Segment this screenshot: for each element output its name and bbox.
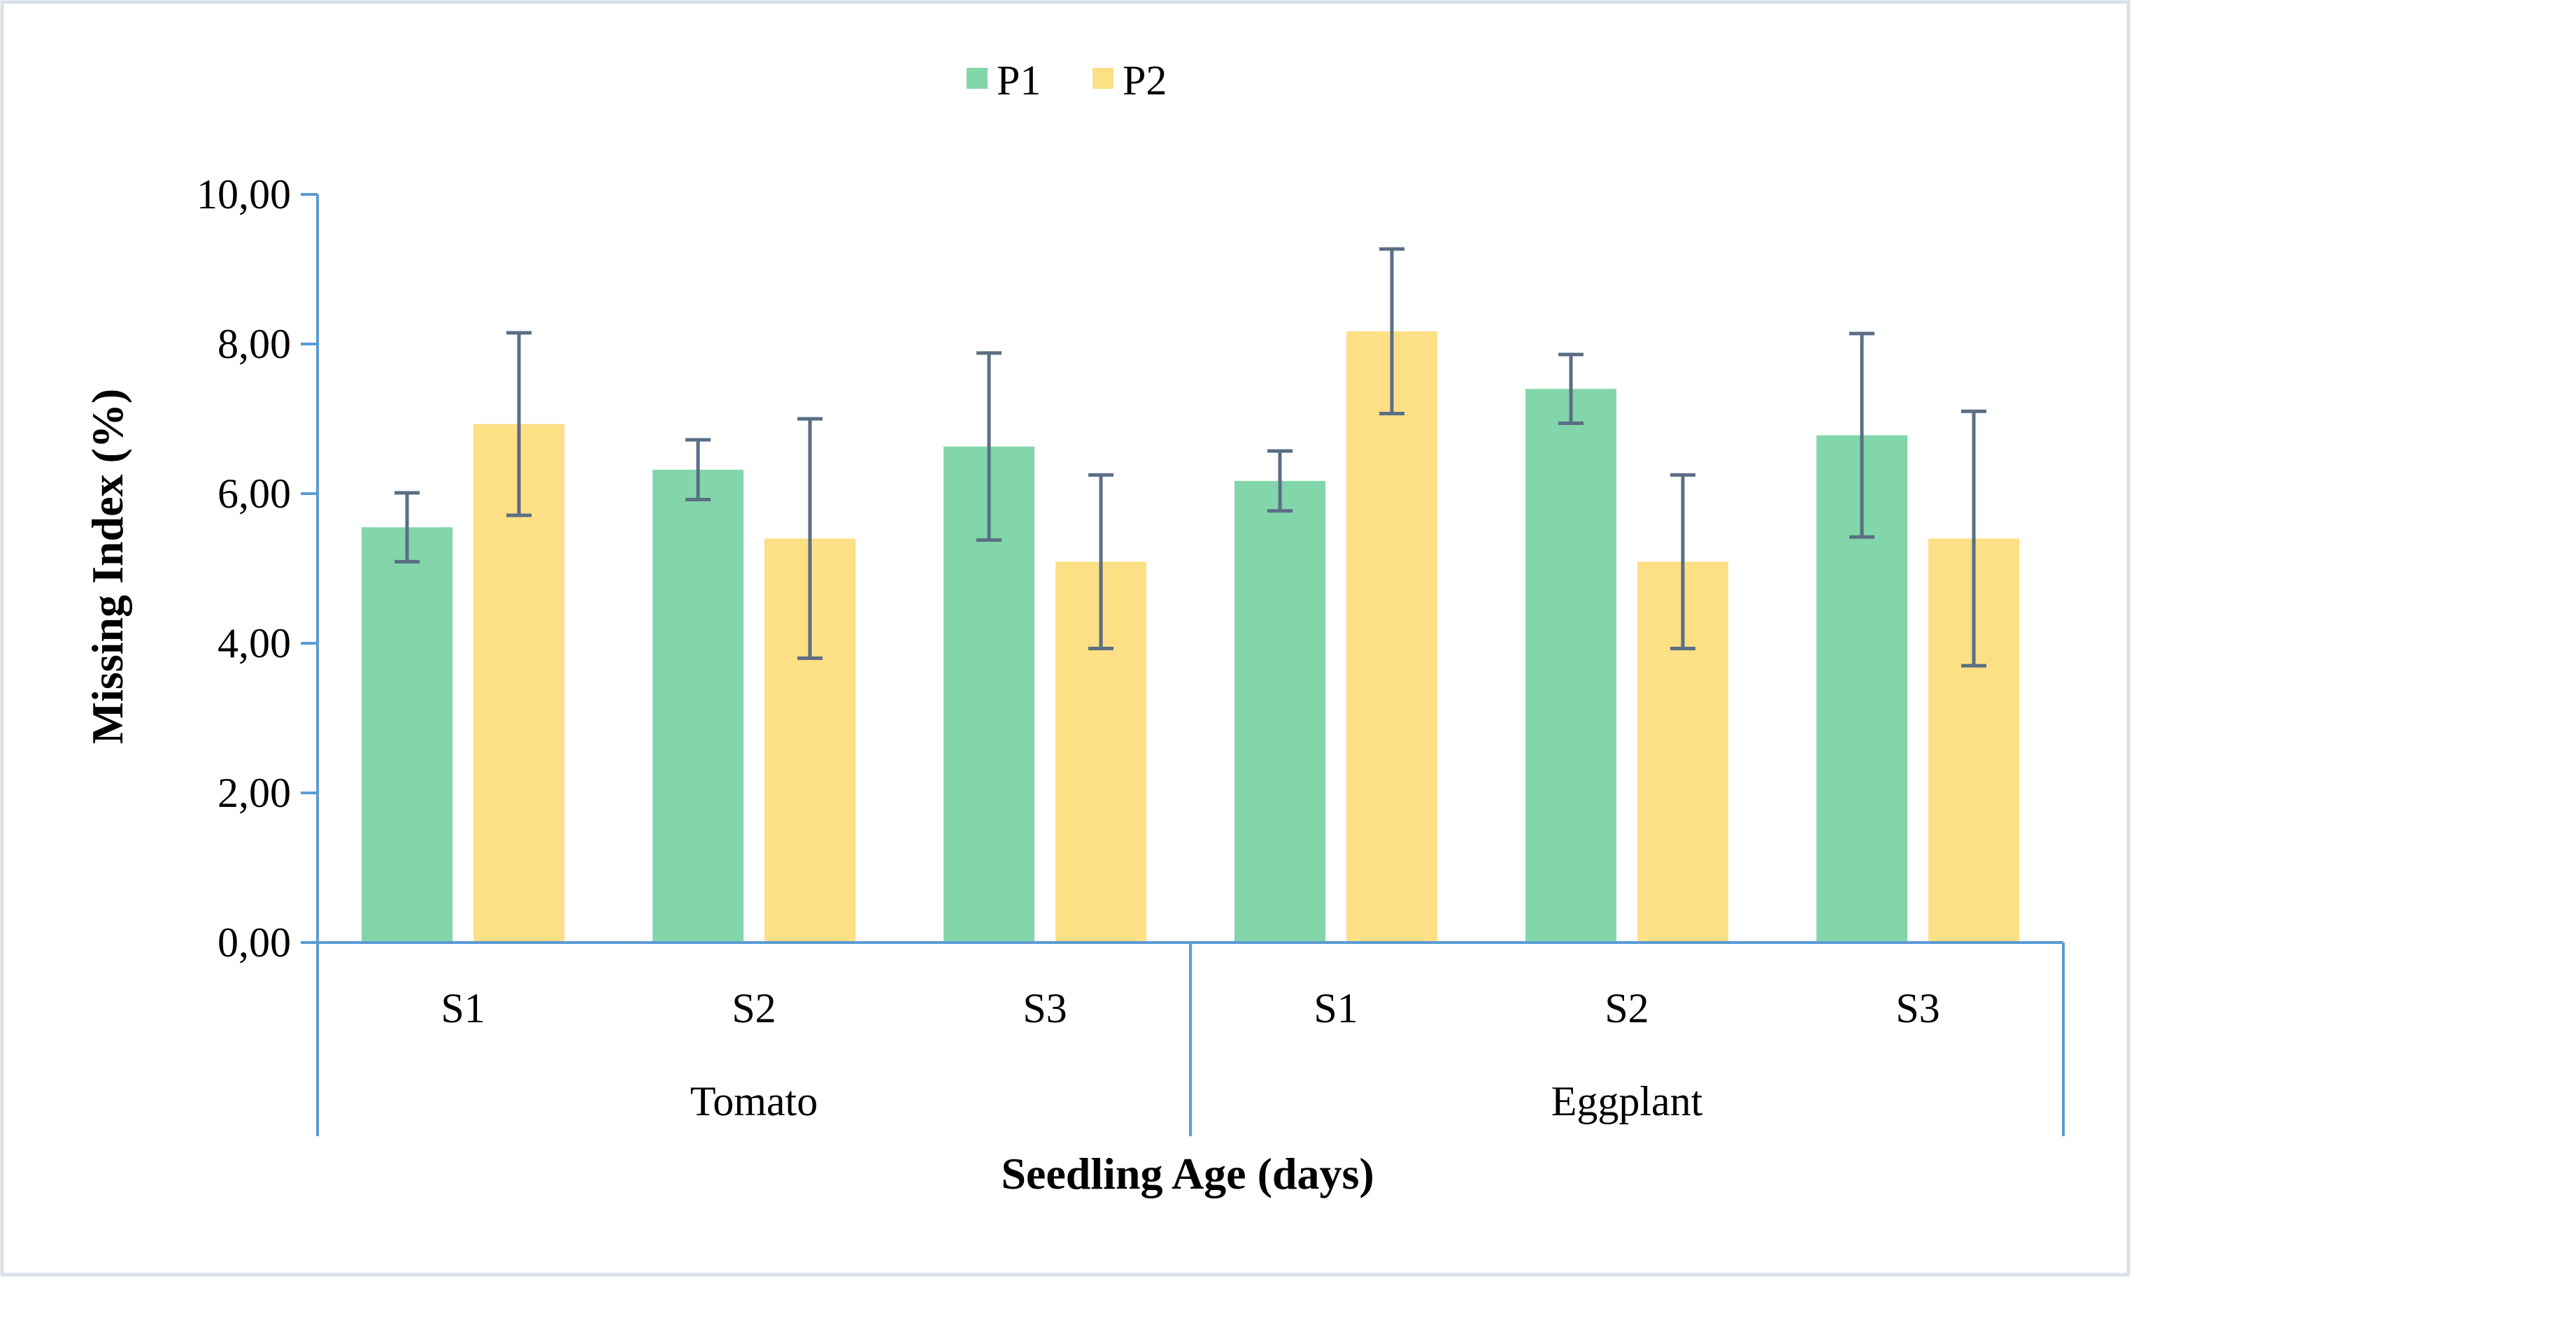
group-label: Tomato xyxy=(690,1078,818,1124)
legend-swatch-p1 xyxy=(967,68,988,89)
legend-label-p2: P2 xyxy=(1123,57,1167,103)
x-tick-label: S1 xyxy=(441,985,485,1031)
error-bars xyxy=(394,247,1986,668)
legend-swatch-p2 xyxy=(1093,68,1113,89)
y-tick-label: 10,00 xyxy=(197,171,291,217)
bars xyxy=(362,331,2019,943)
bar-p2 xyxy=(1346,331,1437,943)
legend: P1 P2 xyxy=(967,57,1167,103)
x-tick-label: S3 xyxy=(1023,985,1067,1031)
x-tick-label: S3 xyxy=(1895,985,1940,1031)
bar-p1 xyxy=(1234,480,1325,943)
y-tick-label: 0,00 xyxy=(218,919,291,966)
bar-p1 xyxy=(653,469,743,943)
y-tick-label: 4,00 xyxy=(218,620,291,666)
y-axis-title: Missing Index (%) xyxy=(83,389,132,745)
x-axis: S1 S2 S3 S1 S2 S3 Tomato Eggplant xyxy=(316,941,2065,1136)
y-tick-label: 8,00 xyxy=(218,321,291,367)
y-axis: 0,00 2,00 4,00 6,00 8,00 10,00 xyxy=(197,171,319,966)
x-tick-label: S2 xyxy=(732,985,776,1031)
bar-p1 xyxy=(1525,389,1616,943)
y-tick-label: 2,00 xyxy=(218,770,291,816)
x-tick-label: S1 xyxy=(1314,985,1358,1031)
x-tick-label: S2 xyxy=(1604,985,1649,1031)
legend-label-p1: P1 xyxy=(997,57,1041,103)
y-tick-label: 6,00 xyxy=(218,471,291,517)
group-label: Eggplant xyxy=(1551,1078,1703,1124)
x-axis-title: Seedling Age (days) xyxy=(1001,1149,1374,1198)
bar-p1 xyxy=(362,527,453,943)
